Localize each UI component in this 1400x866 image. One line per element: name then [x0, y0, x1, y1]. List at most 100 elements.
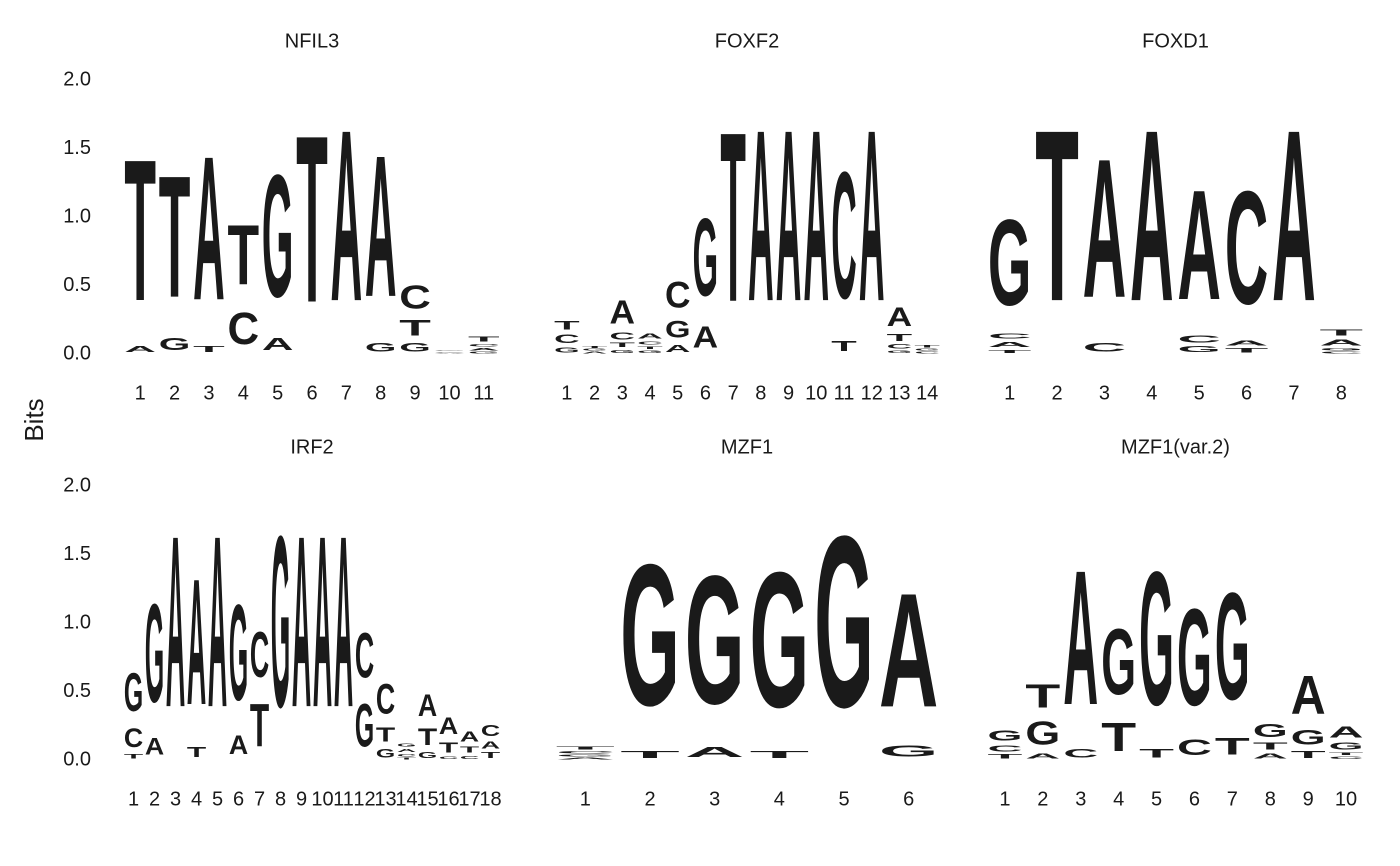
- x-tick-label: 2: [169, 382, 180, 404]
- letter: A: [1063, 530, 1098, 745]
- letter: G: [582, 349, 607, 352]
- letter: G: [610, 349, 635, 354]
- letter: T: [439, 740, 458, 756]
- letter: A: [1177, 159, 1221, 333]
- letter: G: [879, 742, 938, 760]
- letter: C: [988, 332, 1032, 340]
- letter: T: [620, 749, 679, 760]
- letter: G: [1291, 726, 1326, 749]
- y-axis-label: Bits: [19, 398, 49, 441]
- x-tick-label: 12: [353, 788, 375, 810]
- x-tick-label: 6: [1189, 788, 1200, 810]
- letter: A: [124, 344, 156, 354]
- panel-title: MZF1: [721, 436, 773, 458]
- x-tick-label: 1: [561, 382, 572, 404]
- x-tick-label: 10: [438, 382, 460, 404]
- x-tick-label: 5: [1194, 382, 1205, 404]
- letter: A: [665, 344, 691, 355]
- letter: A: [439, 713, 458, 740]
- letter: T: [1215, 733, 1250, 760]
- letter: T: [637, 346, 662, 350]
- letter: T: [988, 348, 1032, 354]
- letter: G: [418, 750, 437, 760]
- x-tick-label: 4: [191, 788, 202, 810]
- letter: G: [637, 350, 662, 354]
- letter: T: [468, 335, 500, 343]
- letter: G: [376, 747, 395, 761]
- letter: C: [468, 343, 500, 347]
- letter: G: [1320, 347, 1364, 351]
- x-tick-label: 2: [644, 788, 655, 810]
- letter: G: [988, 728, 1023, 744]
- x-tick-label: 3: [170, 788, 181, 810]
- letter: G: [620, 523, 679, 748]
- x-tick-label: 8: [275, 788, 286, 810]
- letter: A: [365, 113, 397, 338]
- x-tick-label: 3: [1075, 788, 1086, 810]
- letter: G: [685, 537, 744, 742]
- letter: A: [397, 748, 416, 753]
- x-tick-label: 12: [861, 382, 883, 404]
- y-tick-label: 1.0: [63, 611, 91, 633]
- letter: G: [397, 742, 416, 747]
- letter: T: [397, 757, 417, 760]
- x-tick-label: 2: [589, 382, 600, 404]
- letter: A: [887, 302, 912, 332]
- letter: C: [355, 621, 374, 691]
- x-tick-label: 1: [999, 788, 1010, 810]
- letter: T: [124, 119, 156, 344]
- letter: T: [187, 744, 206, 760]
- x-tick-label: 16: [437, 788, 459, 810]
- x-tick-label: 8: [755, 382, 766, 404]
- letter: G: [159, 335, 191, 354]
- letter: G: [1253, 721, 1288, 741]
- letter: G: [1139, 534, 1174, 746]
- x-tick-label: 10: [1335, 788, 1357, 810]
- letter: A: [748, 80, 773, 353]
- x-tick-label: 7: [341, 382, 352, 404]
- x-tick-label: 3: [617, 382, 628, 404]
- letter: T: [418, 723, 437, 751]
- letter: C: [988, 744, 1023, 753]
- x-tick-label: 1: [135, 382, 146, 404]
- letter: A: [1025, 752, 1060, 760]
- x-tick-label: 10: [805, 382, 827, 404]
- letter: G: [1329, 741, 1364, 752]
- letter: A: [1291, 664, 1326, 726]
- letter: A: [193, 115, 225, 343]
- letter: T: [582, 346, 608, 349]
- x-tick-label: 17: [458, 788, 480, 810]
- x-tick-label: 4: [1146, 382, 1157, 404]
- letter: A: [582, 351, 608, 354]
- letter: C: [434, 351, 466, 352]
- x-tick-label: 5: [672, 382, 683, 404]
- letter: G: [814, 486, 873, 759]
- letter: C: [1225, 158, 1269, 338]
- letter: T: [1101, 715, 1136, 760]
- letter: C: [481, 721, 500, 739]
- letter: T: [193, 344, 225, 354]
- x-tick-label: 5: [272, 382, 283, 404]
- y-tick-label: 2.0: [63, 474, 91, 496]
- letter: G: [887, 350, 912, 354]
- letter: C: [831, 134, 856, 337]
- x-tick-label: 14: [395, 788, 417, 810]
- x-tick-label: 2: [1052, 382, 1063, 404]
- x-tick-label: 4: [1113, 788, 1124, 810]
- letter: G: [145, 576, 164, 732]
- letter: A: [1083, 118, 1127, 340]
- letter: T: [1225, 347, 1269, 354]
- letter: T: [460, 745, 479, 755]
- letter: A: [434, 353, 466, 354]
- letter: T: [554, 318, 580, 332]
- x-tick-label: 13: [888, 382, 910, 404]
- x-tick-label: 8: [375, 382, 386, 404]
- letter: A: [208, 484, 227, 758]
- panel-title: FOXD1: [1142, 30, 1209, 52]
- letter: A: [776, 80, 801, 353]
- letter: G: [914, 349, 939, 352]
- letter: C: [665, 274, 690, 316]
- letter: T: [1139, 746, 1174, 760]
- letter: A: [1130, 79, 1174, 352]
- letter: A: [804, 80, 829, 353]
